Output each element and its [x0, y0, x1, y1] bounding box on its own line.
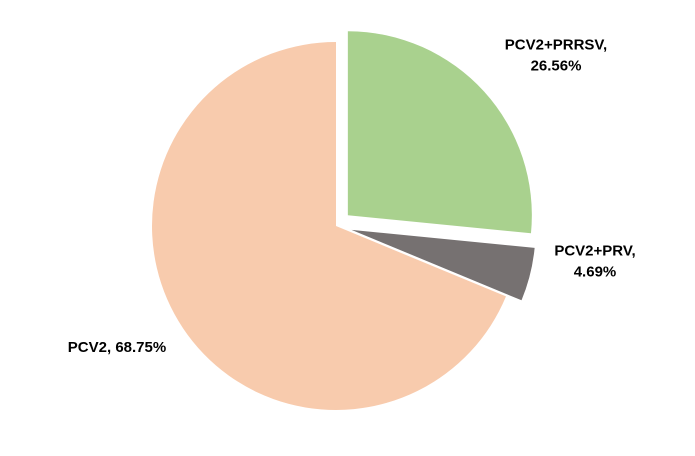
pie-slices: [152, 31, 535, 410]
pie-slice-pcv2-prv: [351, 229, 535, 301]
pie-slice-pcv2-prrsv: [347, 31, 532, 234]
data-label-pcv2: PCV2, 68.75%: [68, 339, 166, 356]
data-label-pcv2-prrsv: PCV2+PRRSV, 26.56%: [505, 36, 607, 74]
data-label-pcv2-prv: PCV2+PRV, 4.69%: [554, 242, 635, 280]
pie-labels: PCV2+PRRSV, 26.56% PCV2+PRV, 4.69% PCV2, 68.…: [68, 36, 636, 356]
pie-slice-pcv2: [152, 42, 506, 410]
